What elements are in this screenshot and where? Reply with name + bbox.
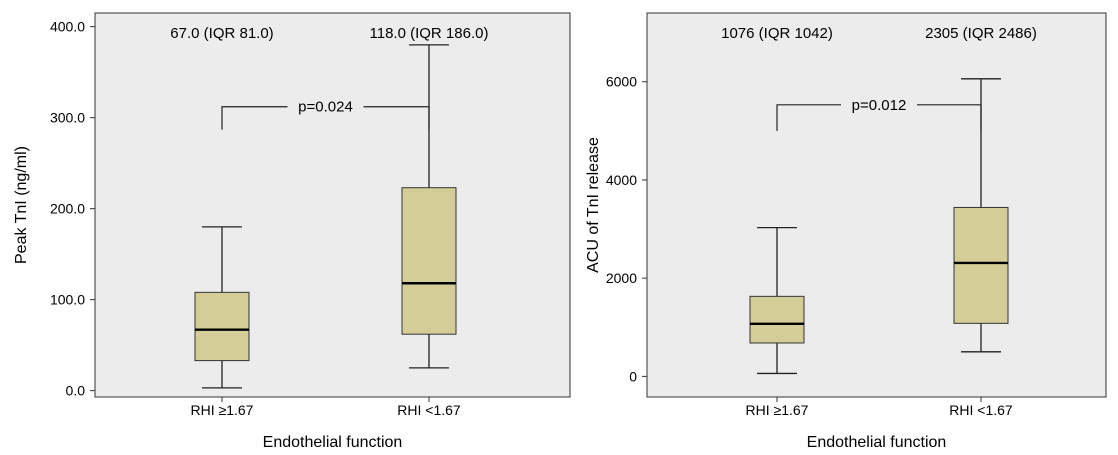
box — [953, 206, 1009, 324]
p-value-label: p=0.012 — [852, 97, 907, 114]
y-axis-title: Peak TnI (ng/ml) — [13, 146, 30, 264]
plot-area — [94, 12, 571, 398]
y-tick-label: 300.0 — [50, 110, 85, 126]
y-tick-label: 0.0 — [66, 383, 86, 399]
x-tick-label: RHI <1.67 — [949, 402, 1013, 418]
box — [194, 291, 250, 362]
x-axis-title: Endothelial function — [807, 434, 947, 451]
y-tick-label: 2000 — [606, 270, 637, 286]
chart-right-acu-tni: 0 2000 4000 6000 RHI ≥1.67 1076 (IQR 1042) RHI… — [585, 12, 1107, 451]
y-tick-label: 6000 — [606, 74, 637, 90]
plot-area — [646, 12, 1107, 398]
y-tick-label: 200.0 — [50, 201, 85, 217]
chart-left-peak-tni: 0.0 100.0 200.0 300.0 400.0 RHI ≥1.67 67.0 (IQ… — [13, 12, 571, 451]
significance-bracket — [776, 104, 982, 131]
box — [401, 187, 457, 335]
x-tick-label: RHI ≥1.67 — [746, 402, 809, 418]
box — [749, 295, 805, 344]
y-tick-label: 4000 — [606, 172, 637, 188]
group-annotation: 2305 (IQR 2486) — [925, 25, 1037, 42]
y-tick-label: 400.0 — [50, 19, 85, 35]
x-tick-label: RHI ≥1.67 — [191, 402, 254, 418]
x-tick-label: RHI <1.67 — [397, 402, 461, 418]
significance-bracket — [221, 106, 430, 130]
group-annotation: 67.0 (IQR 81.0) — [170, 25, 273, 42]
x-axis-title: Endothelial function — [263, 434, 403, 451]
group-annotation: 1076 (IQR 1042) — [721, 25, 833, 42]
y-tick-label: 0 — [629, 368, 637, 384]
p-value-label: p=0.024 — [298, 99, 353, 116]
y-axis-title: ACU of TnI release — [585, 137, 602, 273]
y-tick-label: 100.0 — [50, 292, 85, 308]
group-annotation: 118.0 (IQR 186.0) — [370, 25, 489, 42]
